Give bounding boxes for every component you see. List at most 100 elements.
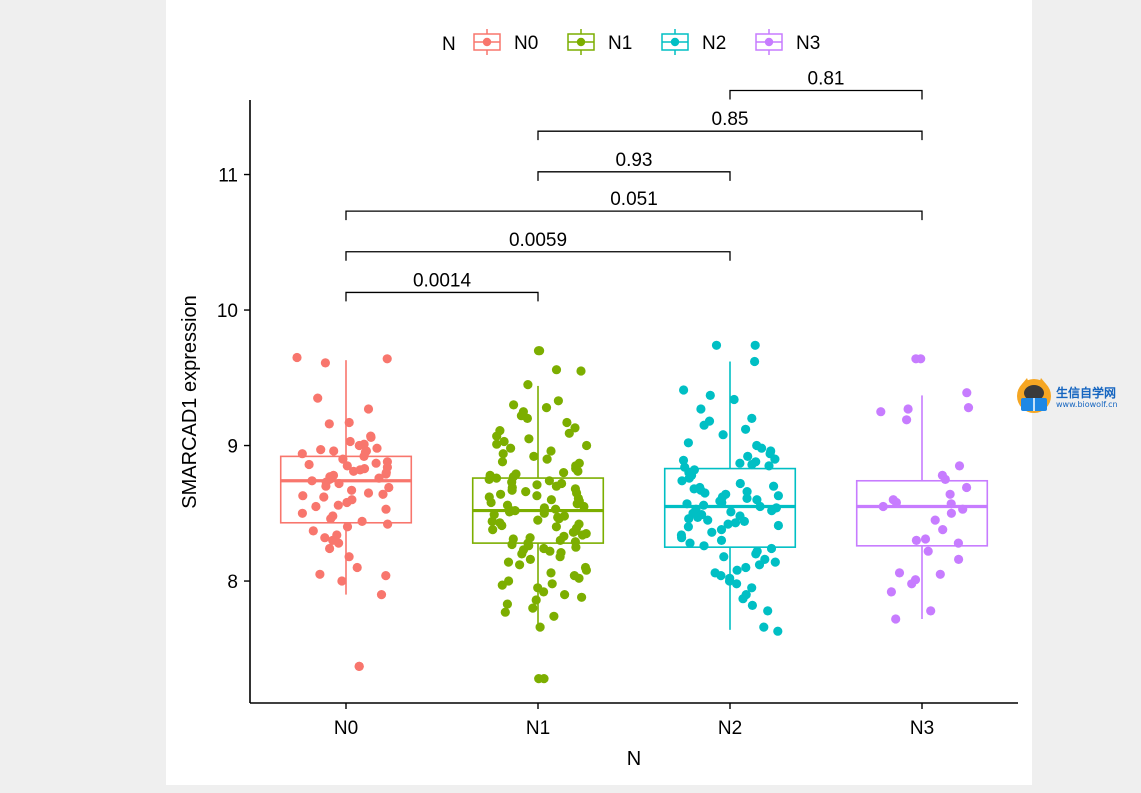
data-point bbox=[532, 480, 542, 490]
data-point bbox=[699, 500, 709, 510]
legend-label: N0 bbox=[514, 33, 538, 54]
data-point bbox=[923, 546, 933, 556]
legend-label: N2 bbox=[702, 33, 726, 54]
comparison-bracket bbox=[345, 251, 731, 261]
data-point bbox=[484, 474, 494, 484]
legend-item-N1: N1 bbox=[567, 29, 632, 55]
data-point bbox=[359, 451, 369, 461]
data-point bbox=[743, 451, 753, 461]
legend-title: N bbox=[442, 34, 456, 55]
data-point bbox=[551, 481, 561, 491]
data-point bbox=[770, 454, 780, 464]
data-point bbox=[711, 340, 722, 350]
data-point bbox=[716, 525, 727, 535]
legend-key-point bbox=[670, 37, 680, 47]
data-point bbox=[903, 404, 913, 414]
data-point bbox=[551, 365, 562, 375]
data-point bbox=[962, 388, 972, 398]
data-point bbox=[315, 569, 325, 579]
data-point bbox=[378, 489, 388, 499]
data-point bbox=[747, 600, 758, 611]
data-point bbox=[504, 507, 515, 517]
data-point bbox=[741, 424, 751, 434]
legend-item-N3: N3 bbox=[755, 29, 820, 55]
data-point bbox=[551, 522, 561, 532]
legend-label: N3 bbox=[796, 33, 820, 54]
data-point bbox=[357, 516, 367, 527]
data-point bbox=[345, 436, 355, 447]
data-point bbox=[522, 413, 532, 423]
data-point bbox=[907, 579, 917, 589]
x-tick-label: N3 bbox=[910, 718, 934, 739]
data-point bbox=[894, 568, 905, 578]
data-point bbox=[750, 356, 760, 367]
data-point bbox=[297, 508, 307, 518]
data-point bbox=[329, 446, 339, 456]
data-point bbox=[349, 466, 359, 476]
data-point bbox=[562, 417, 572, 428]
data-point bbox=[528, 603, 538, 613]
data-point bbox=[576, 366, 586, 376]
data-point bbox=[945, 489, 955, 499]
data-point bbox=[383, 519, 393, 529]
data-point bbox=[684, 514, 694, 524]
data-point bbox=[338, 454, 348, 464]
data-point bbox=[764, 461, 774, 471]
comparison-p-value: 0.81 bbox=[808, 69, 845, 90]
data-point bbox=[363, 488, 374, 498]
data-point bbox=[685, 538, 695, 548]
data-point bbox=[679, 385, 689, 395]
data-point bbox=[497, 580, 507, 590]
data-point bbox=[555, 552, 565, 562]
data-point bbox=[750, 340, 760, 350]
data-point bbox=[724, 576, 735, 586]
legend: N N0 N1 N2 N3 bbox=[442, 29, 820, 55]
data-point bbox=[735, 458, 745, 468]
comparison-p-value: 0.0059 bbox=[509, 230, 567, 251]
data-point bbox=[533, 515, 543, 525]
data-point bbox=[547, 579, 557, 589]
x-tick-label: N2 bbox=[718, 718, 742, 739]
data-point bbox=[891, 614, 901, 624]
data-point bbox=[747, 413, 757, 423]
data-point bbox=[754, 560, 765, 570]
data-point bbox=[381, 504, 391, 514]
data-point bbox=[559, 468, 569, 478]
data-point bbox=[292, 352, 302, 363]
data-point bbox=[492, 439, 502, 449]
data-point bbox=[545, 546, 555, 556]
data-point bbox=[699, 541, 709, 551]
data-point bbox=[878, 501, 888, 512]
data-point bbox=[517, 549, 527, 559]
data-point bbox=[326, 514, 336, 524]
data-point bbox=[515, 560, 525, 570]
data-point bbox=[574, 573, 584, 583]
data-point bbox=[696, 404, 706, 414]
y-axis-label: SMARCAD1 expression bbox=[179, 295, 201, 508]
data-point bbox=[682, 499, 692, 509]
data-point bbox=[374, 473, 384, 483]
data-point bbox=[531, 595, 541, 605]
data-point bbox=[498, 449, 508, 459]
data-point bbox=[344, 417, 354, 428]
data-point bbox=[763, 606, 773, 616]
data-point bbox=[770, 557, 780, 567]
data-point bbox=[549, 611, 559, 621]
data-point bbox=[739, 516, 750, 527]
data-point bbox=[700, 488, 710, 498]
data-point bbox=[568, 527, 578, 537]
wolf-book-icon bbox=[1017, 378, 1051, 413]
data-point bbox=[573, 466, 583, 476]
data-point bbox=[532, 491, 542, 501]
data-point bbox=[920, 534, 931, 544]
data-point bbox=[316, 445, 326, 455]
data-point bbox=[376, 590, 387, 600]
data-point bbox=[767, 506, 777, 516]
data-point bbox=[705, 390, 715, 400]
data-point bbox=[487, 516, 497, 527]
data-point bbox=[726, 507, 736, 517]
data-point bbox=[308, 526, 318, 536]
data-point bbox=[354, 661, 364, 672]
data-point bbox=[523, 380, 533, 390]
x-tick-label: N0 bbox=[334, 718, 358, 739]
